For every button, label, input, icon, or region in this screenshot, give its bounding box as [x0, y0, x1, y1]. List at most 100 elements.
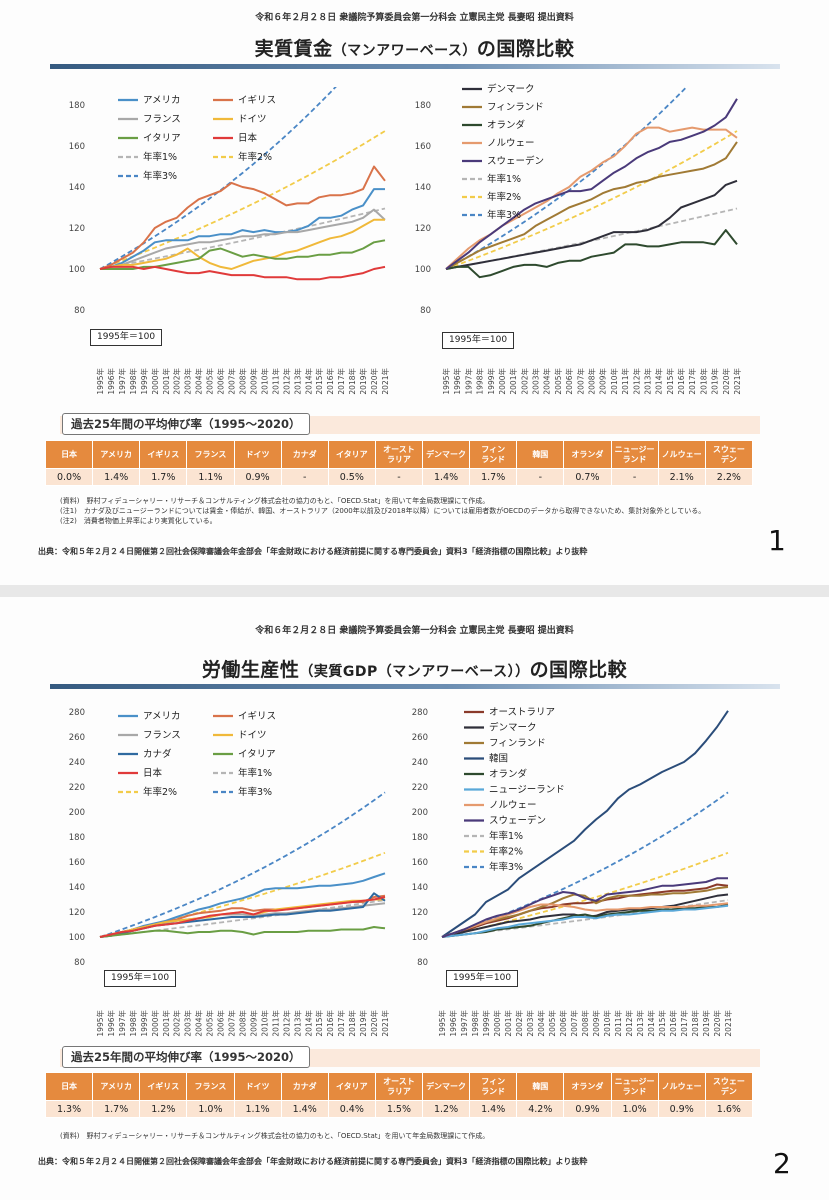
- x-tick-label: 2012年: [281, 368, 291, 395]
- x-tick-label: 2008年: [580, 1010, 590, 1037]
- table-header-cell: オランダ: [563, 1072, 612, 1101]
- y-tick-label: 260: [412, 733, 428, 743]
- legend-label: デンマーク: [489, 722, 537, 734]
- x-tick-label: 1998年: [128, 1010, 138, 1037]
- series-line: [441, 877, 728, 938]
- x-tick-label: 2007年: [227, 368, 237, 395]
- y-tick-label: 80: [74, 306, 85, 316]
- table-header-cell: ノルウェー: [657, 1072, 706, 1101]
- x-tick-label: 2018年: [347, 1010, 357, 1037]
- x-tick-label: 2006年: [216, 1010, 226, 1037]
- table-value-row: 0.0% 1.4% 1.7% 1.1% 0.9% -0.5% -1.4% 1.7% -0.7% -…: [44, 468, 754, 486]
- legend-label: 年率2%: [143, 786, 177, 798]
- table-value-cell: 2.2%: [704, 468, 754, 486]
- x-tick-label: 2021年: [732, 368, 742, 395]
- table-header-cell: イギリス: [139, 1072, 188, 1101]
- x-tick-label: 2011年: [270, 368, 280, 395]
- header-text: 令和６年２月２８日 衆議院予算委員会第一分科会 立憲民主党 長妻昭 提出資料: [255, 13, 574, 23]
- base-year-label: 1995年＝100: [442, 332, 515, 349]
- slide-labor-productivity: 令和６年２月２８日 衆議院予算委員会第一分科会 立憲民主党 長妻昭 提出資料 労…: [0, 597, 829, 1200]
- x-tick-label: 1996年: [448, 1010, 458, 1037]
- legend-label: ドイツ: [238, 114, 267, 125]
- x-tick-label: 1997年: [117, 1010, 127, 1037]
- x-tick-label: 2001年: [508, 368, 518, 395]
- table-header-cell: フィン ランド: [469, 1072, 518, 1101]
- base-year-label: 1995年＝100: [104, 970, 177, 987]
- table-value-cell: 1.0%: [186, 1100, 235, 1118]
- x-tick-label: 1996年: [106, 368, 116, 395]
- title-underline: [50, 684, 780, 689]
- title-paren: （マンアワーベース）: [332, 43, 477, 59]
- x-tick-label: 1996年: [106, 1010, 116, 1037]
- table-value-cell: 1.7%: [469, 468, 518, 486]
- table-value-cell: 1.2%: [139, 1100, 188, 1118]
- legend-label: 年率2%: [489, 846, 523, 858]
- series-line: [99, 208, 386, 270]
- series-line: [99, 896, 386, 938]
- y-tick-label: 140: [69, 883, 85, 893]
- title-underline: [50, 64, 780, 69]
- table-value-cell: 1.4%: [92, 468, 141, 486]
- x-tick-label: 2002年: [172, 1010, 182, 1037]
- x-tick-label: 2001年: [161, 368, 171, 395]
- legend-label: 韓国: [489, 754, 508, 765]
- y-tick-label: 180: [69, 833, 85, 843]
- series-line: [445, 229, 738, 279]
- legend-label: オランダ: [489, 768, 528, 780]
- y-tick-label: 240: [412, 758, 428, 768]
- x-tick-label: 2016年: [325, 1010, 335, 1037]
- x-tick-label: 2009年: [248, 1010, 258, 1037]
- x-tick-label: 2013年: [635, 1010, 645, 1037]
- source-line: 出典：令和５年２月２４日開催第２回社会保障審議会年金部会「年金財政における経済前…: [38, 1157, 588, 1166]
- base-year-label: 1995年＝100: [446, 970, 519, 987]
- legend-label: イタリア: [143, 133, 181, 144]
- table-header-cell: スウェー デン: [704, 440, 754, 469]
- legend-label: 年率3%: [487, 209, 521, 221]
- x-tick-label: 1999年: [481, 1010, 491, 1037]
- legend-label: イギリス: [238, 711, 276, 722]
- table-header-cell: カナダ: [280, 1072, 329, 1101]
- legend-label: オランダ: [487, 119, 526, 131]
- legend-label: イギリス: [238, 95, 276, 106]
- x-tick-label: 2012年: [631, 368, 641, 395]
- table-value-cell: 0.5%: [327, 468, 376, 486]
- x-tick-label: 2000年: [497, 368, 507, 395]
- y-tick-label: 140: [69, 183, 85, 193]
- series-line: [445, 179, 738, 270]
- table-value-cell: 1.2%: [421, 1100, 471, 1118]
- base-year-label: 1995年＝100: [90, 329, 163, 346]
- x-tick-label: 2008年: [238, 1010, 248, 1037]
- table-header-cell: ニュージー ランド: [610, 440, 659, 469]
- series-line: [445, 98, 738, 270]
- x-tick-label: 2015年: [657, 1010, 667, 1037]
- series-line: [99, 87, 337, 270]
- x-tick-label: 2017年: [336, 1010, 346, 1037]
- series-line: [99, 130, 386, 270]
- x-tick-label: 2002年: [172, 368, 182, 395]
- x-tick-label: 2013年: [642, 368, 652, 395]
- x-tick-label: 2001年: [161, 1010, 171, 1037]
- legend-label: 年率3%: [489, 861, 523, 873]
- y-tick-label: 120: [69, 908, 85, 918]
- x-tick-label: 2014年: [303, 368, 313, 395]
- table-header-cell: イタリア: [327, 1072, 376, 1101]
- x-tick-label: 2004年: [194, 1010, 204, 1037]
- slide-title: 労働生産性（実質GDP（マンアワーベース））の国際比較: [0, 655, 829, 682]
- x-tick-label: 2016年: [325, 368, 335, 395]
- x-tick-label: 1998年: [475, 368, 485, 395]
- x-tick-label: 2000年: [150, 1010, 160, 1037]
- table-value-cell: 0.9%: [233, 468, 282, 486]
- x-tick-label: 2003年: [183, 368, 193, 395]
- legend-label: オーストラリア: [489, 707, 555, 718]
- x-tick-label: 2020年: [721, 368, 731, 395]
- note-line: (注2) 消費者物価上昇率により実質化している。: [60, 517, 217, 525]
- series-line: [441, 902, 729, 938]
- legend-label: 日本: [238, 132, 258, 144]
- x-tick-label: 2018年: [698, 368, 708, 395]
- source-line: 出典：令和５年２月２４日開催第２回社会保障審議会年金部会「年金財政における経済前…: [38, 547, 588, 556]
- x-tick-label: 2014年: [303, 1010, 313, 1037]
- table-value-cell: 1.6%: [704, 1100, 754, 1118]
- title-end: の国際比較: [529, 659, 628, 681]
